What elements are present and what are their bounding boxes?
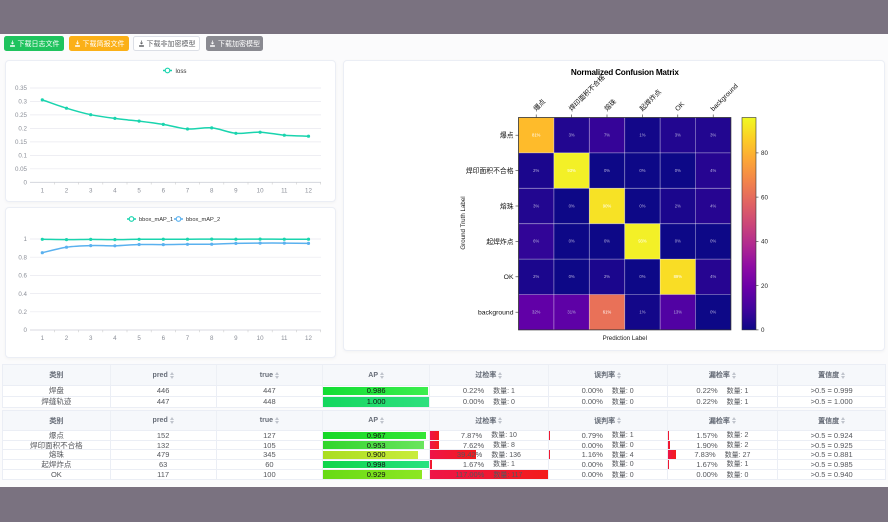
svg-text:10: 10 (257, 335, 264, 342)
svg-text:bbox_mAP_1: bbox_mAP_1 (139, 217, 173, 223)
svg-text:0.4: 0.4 (18, 291, 27, 298)
svg-text:6: 6 (162, 335, 166, 342)
svg-text:7: 7 (186, 188, 190, 195)
svg-text:0.2: 0.2 (18, 309, 27, 316)
svg-text:焊印面积不合格: 焊印面积不合格 (466, 166, 514, 175)
svg-text:7: 7 (186, 335, 190, 342)
svg-text:0.2: 0.2 (18, 126, 27, 133)
svg-text:12: 12 (305, 335, 312, 342)
svg-text:3%: 3% (533, 203, 539, 208)
svg-text:60: 60 (761, 194, 768, 201)
svg-text:0%: 0% (604, 239, 610, 244)
svg-text:熔珠: 熔珠 (500, 201, 514, 210)
svg-text:起焊炸点: 起焊炸点 (486, 237, 513, 246)
svg-text:0.25: 0.25 (15, 112, 28, 119)
svg-text:2: 2 (65, 335, 69, 342)
svg-text:3%: 3% (675, 133, 681, 138)
svg-text:0%: 0% (639, 203, 645, 208)
svg-text:0%: 0% (675, 239, 681, 244)
svg-text:6: 6 (162, 188, 166, 195)
svg-text:OK: OK (674, 101, 686, 113)
svg-text:90%: 90% (603, 203, 612, 208)
svg-text:93%: 93% (638, 239, 647, 244)
svg-text:2%: 2% (604, 274, 610, 279)
svg-text:3%: 3% (710, 133, 716, 138)
svg-text:bbox_mAP_2: bbox_mAP_2 (186, 217, 220, 223)
svg-text:2: 2 (65, 188, 69, 195)
svg-text:8: 8 (210, 335, 214, 342)
svg-text:0%: 0% (569, 203, 575, 208)
svg-text:0%: 0% (639, 168, 645, 173)
svg-text:11: 11 (281, 188, 288, 195)
svg-text:0%: 0% (639, 274, 645, 279)
svg-text:93%: 93% (567, 168, 576, 173)
svg-text:0%: 0% (569, 274, 575, 279)
svg-text:0.35: 0.35 (15, 85, 28, 92)
svg-text:8: 8 (210, 188, 214, 195)
svg-text:0.6: 0.6 (18, 273, 27, 280)
svg-text:熔珠: 熔珠 (602, 97, 618, 113)
svg-text:焊印面积不合格: 焊印面积不合格 (567, 73, 607, 113)
svg-text:20: 20 (761, 283, 768, 290)
svg-text:1: 1 (24, 236, 28, 243)
svg-text:5: 5 (137, 188, 141, 195)
svg-text:31%: 31% (567, 310, 576, 315)
svg-text:0.05: 0.05 (15, 166, 28, 173)
svg-text:4: 4 (113, 335, 117, 342)
svg-text:0%: 0% (604, 168, 610, 173)
svg-text:5: 5 (137, 335, 141, 342)
svg-text:80: 80 (761, 150, 768, 157)
svg-text:4%: 4% (710, 203, 716, 208)
svg-text:32%: 32% (532, 310, 541, 315)
svg-text:1%: 1% (639, 310, 645, 315)
svg-text:0.1: 0.1 (18, 153, 27, 160)
svg-text:1%: 1% (639, 133, 645, 138)
svg-text:Prediction Label: Prediction Label (603, 335, 647, 342)
svg-text:81%: 81% (532, 133, 541, 138)
svg-text:0: 0 (761, 327, 765, 334)
svg-text:13%: 13% (674, 310, 683, 315)
svg-text:6%: 6% (533, 239, 539, 244)
svg-text:爆点: 爆点 (500, 131, 514, 140)
svg-text:40: 40 (761, 239, 768, 246)
svg-text:0%: 0% (710, 239, 716, 244)
svg-text:background: background (710, 83, 740, 113)
svg-text:0: 0 (24, 180, 28, 187)
svg-text:3: 3 (89, 188, 93, 195)
svg-text:loss: loss (176, 68, 187, 75)
svg-text:0%: 0% (675, 168, 681, 173)
svg-text:2%: 2% (675, 203, 681, 208)
svg-text:起焊炸点: 起焊炸点 (637, 87, 663, 113)
svg-text:0.15: 0.15 (15, 139, 28, 146)
svg-text:1: 1 (41, 335, 45, 342)
svg-text:Normalized Confusion Matrix: Normalized Confusion Matrix (571, 68, 680, 77)
svg-text:3: 3 (89, 335, 93, 342)
svg-text:爆点: 爆点 (531, 97, 547, 113)
svg-text:0%: 0% (569, 239, 575, 244)
svg-text:0: 0 (24, 327, 28, 334)
svg-text:4%: 4% (710, 168, 716, 173)
svg-text:background: background (478, 310, 514, 317)
svg-text:Ground Truth Label: Ground Truth Label (460, 196, 467, 249)
svg-text:12: 12 (305, 188, 312, 195)
svg-text:2%: 2% (533, 168, 539, 173)
svg-text:1: 1 (41, 188, 45, 195)
svg-text:OK: OK (504, 274, 514, 281)
svg-text:0%: 0% (710, 310, 716, 315)
svg-text:89%: 89% (674, 274, 683, 279)
svg-text:4: 4 (113, 188, 117, 195)
svg-text:9: 9 (234, 188, 238, 195)
svg-text:4%: 4% (710, 274, 716, 279)
svg-text:7%: 7% (604, 133, 610, 138)
svg-text:0.8: 0.8 (18, 254, 27, 261)
svg-text:9: 9 (234, 335, 238, 342)
svg-text:11: 11 (281, 335, 288, 342)
svg-text:3%: 3% (569, 133, 575, 138)
svg-text:2%: 2% (533, 274, 539, 279)
svg-text:10: 10 (257, 188, 264, 195)
svg-text:0.3: 0.3 (18, 99, 27, 106)
svg-text:61%: 61% (603, 310, 612, 315)
